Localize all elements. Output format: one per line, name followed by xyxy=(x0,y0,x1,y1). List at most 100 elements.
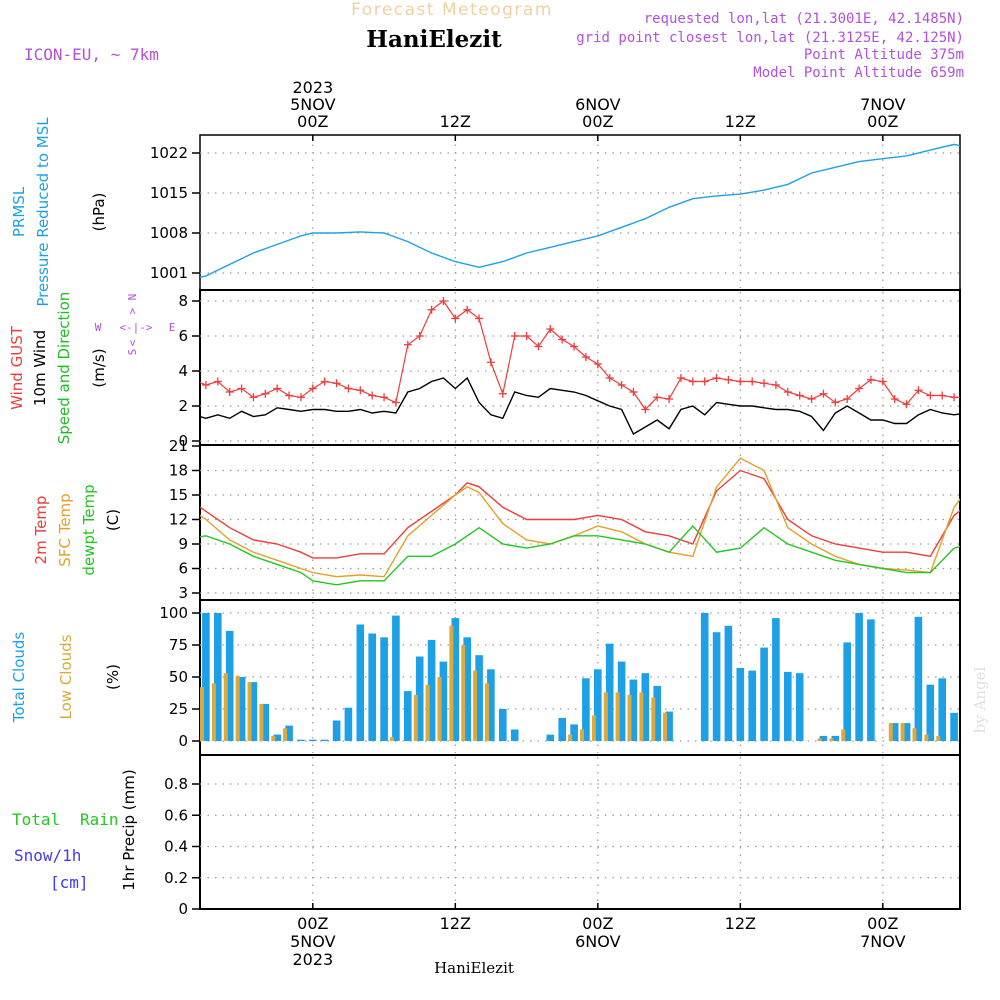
wind-ytick-label: 0 xyxy=(178,432,188,450)
gust-marker xyxy=(950,393,959,402)
gust-marker xyxy=(356,386,365,395)
gust-marker xyxy=(665,395,674,403)
pressure-units: (hPa) xyxy=(90,193,108,232)
low-cloud-bar xyxy=(283,728,288,741)
low-cloud-bar xyxy=(591,715,596,741)
total-cloud-bar xyxy=(843,642,851,741)
temp-sfc-line xyxy=(200,457,960,578)
low-cloud-bar xyxy=(651,697,656,741)
temperature-ytick-label: 21 xyxy=(169,437,188,455)
total-cloud-bar xyxy=(487,669,495,741)
gust-marker xyxy=(261,389,270,398)
bottom-time-label: 00Z xyxy=(867,914,898,933)
total-cloud-bar xyxy=(594,669,602,741)
prmsl-label: PRMSL xyxy=(10,186,28,237)
total-cloud-bar xyxy=(237,677,246,741)
precip-ytick-label: 0.4 xyxy=(164,838,188,856)
top-time-label: 12Z xyxy=(725,112,756,131)
clouds-ytick-label: 50 xyxy=(169,668,188,686)
wind-direction-label: Speed and Direction xyxy=(55,292,73,445)
total-cloud-bar xyxy=(926,684,935,741)
top-time-label: 00Z xyxy=(867,112,898,131)
gust-marker xyxy=(213,377,222,386)
axis-layer: 1001100810151022024683691215182102550751… xyxy=(150,78,906,969)
total-cloud-bar xyxy=(558,718,566,741)
compass-vertical-top: > xyxy=(126,307,139,314)
low-cloud-bar xyxy=(841,729,846,741)
low-cloud-bar xyxy=(580,729,584,741)
low-cloud-bar xyxy=(413,694,418,741)
low-cloud-bar xyxy=(235,675,240,741)
top-time-label: 6NOV xyxy=(575,95,620,114)
gust-marker xyxy=(629,388,638,396)
temp-dewpt-line xyxy=(200,524,960,586)
clouds-units: (%) xyxy=(104,664,122,690)
point-altitude: Point Altitude 375m xyxy=(804,47,964,63)
low-clouds-label: Low Clouds xyxy=(57,634,75,719)
gust-marker xyxy=(285,391,294,400)
low-cloud-bar xyxy=(247,682,252,741)
top-time-label: 12Z xyxy=(440,112,471,131)
total-cloud-bar xyxy=(760,647,768,741)
total-cloud-bar xyxy=(617,661,626,741)
gust-marker xyxy=(308,384,317,393)
temperature-ytick-label: 18 xyxy=(169,462,188,480)
total-cloud-bar xyxy=(748,670,756,741)
gust-marker xyxy=(748,377,757,386)
total-cloud-bar xyxy=(890,723,899,741)
plot-area xyxy=(200,143,960,741)
gust-marker xyxy=(843,395,852,403)
gust-marker xyxy=(831,398,840,407)
compass-south: S xyxy=(126,349,139,356)
top-time-label: 00Z xyxy=(297,112,328,131)
gust-marker xyxy=(914,386,923,395)
total-cloud-bar xyxy=(867,619,875,741)
gust-marker xyxy=(819,389,828,398)
top-time-label: 5NOV xyxy=(290,95,335,114)
bottom-time-label: 2023 xyxy=(292,950,333,969)
total-cloud-bar xyxy=(356,624,365,741)
total-cloud-bar xyxy=(629,679,638,741)
compass-east: E xyxy=(169,321,176,334)
gust-marker xyxy=(273,384,282,393)
bottom-time-label: 6NOV xyxy=(575,932,620,951)
gust-marker xyxy=(807,395,816,403)
gust-marker xyxy=(855,384,864,393)
gust-marker xyxy=(641,405,650,414)
model-label: ICON-EU, ~ 7km xyxy=(24,45,159,64)
low-cloud-bar xyxy=(627,694,632,741)
clouds-ytick-label: 100 xyxy=(159,604,188,622)
pressure-line xyxy=(200,143,960,279)
wind-units: (m/s) xyxy=(90,348,108,387)
gust-marker xyxy=(653,393,662,402)
total-cloud-bar xyxy=(582,678,590,741)
total-cloud-bar xyxy=(938,678,946,741)
gust-marker xyxy=(403,340,412,349)
gust-marker xyxy=(427,305,436,314)
precip-ytick-label: 0.8 xyxy=(164,775,188,793)
bottom-time-label: 5NOV xyxy=(290,932,335,951)
gust-marker xyxy=(463,305,472,314)
gust-marker xyxy=(783,388,792,396)
gust-marker xyxy=(486,358,495,367)
gust-marker xyxy=(451,314,460,323)
gust-marker xyxy=(878,377,887,386)
gust-marker xyxy=(938,391,947,400)
precip-ytick-label: 0 xyxy=(178,900,188,918)
compass-north: N xyxy=(126,294,139,301)
low-cloud-bar xyxy=(223,673,228,741)
low-cloud-bar xyxy=(663,712,668,741)
gust-marker xyxy=(617,381,626,389)
temperature-ytick-label: 3 xyxy=(178,584,188,602)
gust-marker xyxy=(570,342,579,351)
top-time-label: 00Z xyxy=(582,112,613,131)
bottom-time-label: 00Z xyxy=(582,914,613,933)
total-cloud-bar xyxy=(855,613,863,741)
compass-west: W xyxy=(95,321,102,334)
station-name-title: HaniElezit xyxy=(366,26,502,53)
bottom-time-label: 12Z xyxy=(440,914,471,933)
total-cloud-bar xyxy=(368,633,376,741)
clouds-ytick-label: 0 xyxy=(178,732,188,750)
total-cloud-bar xyxy=(902,723,911,741)
low-cloud-bar xyxy=(211,683,216,741)
